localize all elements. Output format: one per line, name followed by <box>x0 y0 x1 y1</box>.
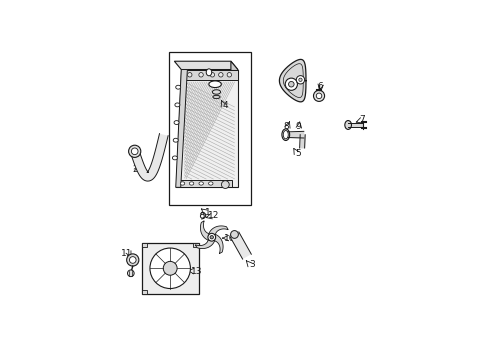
Polygon shape <box>209 226 228 235</box>
Circle shape <box>296 76 305 84</box>
Circle shape <box>289 81 294 87</box>
Text: 11: 11 <box>121 248 133 257</box>
Circle shape <box>199 73 203 77</box>
Circle shape <box>150 248 191 288</box>
Text: 13: 13 <box>191 266 203 275</box>
Ellipse shape <box>174 121 179 125</box>
Ellipse shape <box>345 121 351 129</box>
Ellipse shape <box>212 90 220 94</box>
Polygon shape <box>196 240 215 248</box>
Circle shape <box>163 261 177 275</box>
Ellipse shape <box>206 69 212 76</box>
Polygon shape <box>230 232 251 259</box>
Text: 9: 9 <box>295 122 301 131</box>
Circle shape <box>219 73 223 77</box>
Circle shape <box>128 145 141 157</box>
Polygon shape <box>214 234 223 254</box>
Circle shape <box>126 254 139 266</box>
Circle shape <box>299 78 302 81</box>
Polygon shape <box>174 61 238 69</box>
Ellipse shape <box>176 85 181 89</box>
Ellipse shape <box>213 95 220 99</box>
Circle shape <box>200 214 204 218</box>
Polygon shape <box>200 221 209 240</box>
Text: 4: 4 <box>223 101 228 110</box>
Circle shape <box>227 73 232 77</box>
Circle shape <box>231 231 238 238</box>
Text: 1: 1 <box>205 208 211 217</box>
Circle shape <box>127 270 134 276</box>
Ellipse shape <box>209 182 213 185</box>
Bar <box>142 243 198 294</box>
Circle shape <box>221 181 229 188</box>
Circle shape <box>314 90 324 102</box>
Circle shape <box>188 73 192 77</box>
Polygon shape <box>279 59 306 102</box>
Text: 3: 3 <box>249 260 254 269</box>
Text: 7: 7 <box>360 115 366 124</box>
Text: 5: 5 <box>295 149 300 158</box>
Text: 6: 6 <box>317 82 323 91</box>
Ellipse shape <box>189 182 194 185</box>
Bar <box>142 290 147 294</box>
Ellipse shape <box>175 103 180 107</box>
Circle shape <box>131 148 138 155</box>
Ellipse shape <box>180 182 185 185</box>
Circle shape <box>129 257 136 263</box>
Polygon shape <box>176 180 232 187</box>
Text: 10: 10 <box>224 234 235 243</box>
Ellipse shape <box>209 81 221 87</box>
Text: 2: 2 <box>133 165 138 174</box>
Text: 12: 12 <box>207 211 219 220</box>
Ellipse shape <box>172 156 177 160</box>
Ellipse shape <box>282 129 290 140</box>
Circle shape <box>285 78 297 90</box>
Bar <box>181 69 238 80</box>
Circle shape <box>316 93 322 99</box>
Ellipse shape <box>173 138 178 142</box>
Bar <box>170 51 251 205</box>
Ellipse shape <box>199 182 203 185</box>
Circle shape <box>210 73 215 77</box>
Ellipse shape <box>283 131 288 139</box>
Polygon shape <box>231 61 238 187</box>
Polygon shape <box>176 69 187 187</box>
Polygon shape <box>176 69 238 187</box>
Bar <box>193 243 198 247</box>
Polygon shape <box>130 134 168 181</box>
Bar <box>142 243 147 247</box>
Circle shape <box>208 233 216 241</box>
Text: 8: 8 <box>284 122 290 131</box>
Circle shape <box>210 235 214 239</box>
